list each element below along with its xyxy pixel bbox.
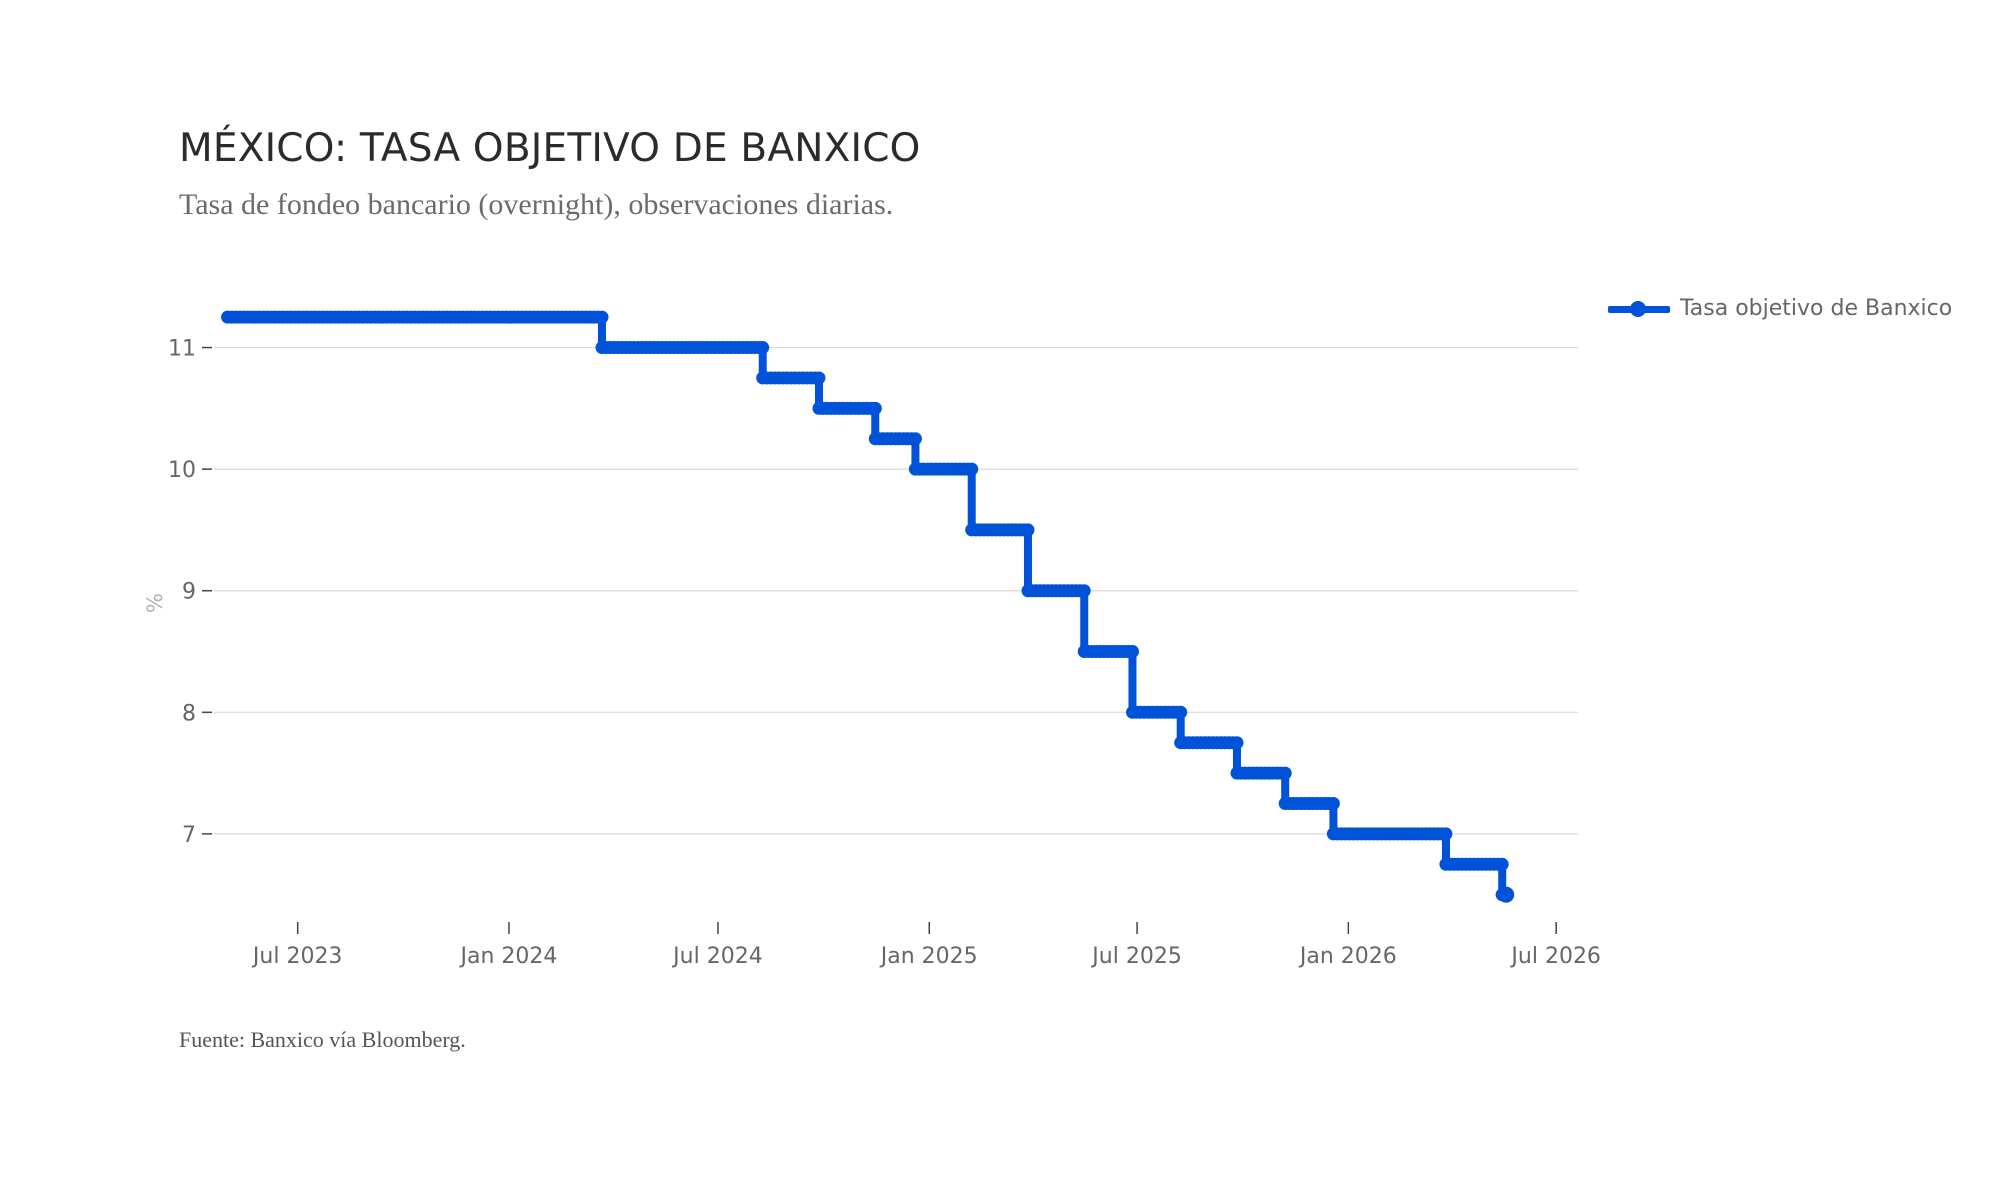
legend-dot bbox=[1630, 300, 1646, 317]
x-tick-label: Jan 2026 bbox=[1298, 944, 1397, 969]
chart-subtitle: Tasa de fondeo bancario (overnight), obs… bbox=[179, 188, 894, 221]
data-point bbox=[908, 432, 922, 446]
chart-title: MÉXICO: TASA OBJETIVO DE BANXICO bbox=[179, 126, 921, 171]
source-note: Fuente: Banxico vía Bloomberg. bbox=[179, 1027, 466, 1052]
x-tick-label: Jan 2025 bbox=[879, 944, 978, 969]
data-point bbox=[868, 401, 882, 415]
data-point-last bbox=[1498, 886, 1515, 903]
x-tick-label: Jul 2023 bbox=[251, 944, 343, 969]
data-point bbox=[1126, 645, 1139, 659]
x-tick-label: Jul 2026 bbox=[1509, 944, 1601, 969]
y-axis-title: % bbox=[143, 593, 167, 613]
data-point bbox=[595, 310, 609, 324]
data-point bbox=[756, 341, 770, 355]
y-tick-label: 11 bbox=[168, 337, 196, 362]
data-point bbox=[1174, 705, 1188, 719]
x-tick-label: Jul 2025 bbox=[1090, 944, 1182, 969]
data-point bbox=[965, 462, 979, 476]
x-tick-label: Jul 2024 bbox=[671, 944, 763, 969]
legend[interactable]: Tasa objetivo de Banxico bbox=[1608, 296, 1952, 321]
y-axis: 7 8 9 10 11 bbox=[168, 337, 212, 848]
legend-swatch bbox=[1608, 297, 1670, 321]
x-axis: Jul 2023 Jan 2024 Jul 2024 Jan 2025 Jul 2025… bbox=[251, 922, 1601, 969]
data-point bbox=[812, 371, 826, 385]
y-tick-label: 7 bbox=[182, 823, 196, 848]
x-tick-label: Jan 2024 bbox=[459, 944, 558, 969]
data-point bbox=[1021, 523, 1035, 537]
data-point bbox=[1077, 584, 1091, 598]
data-point bbox=[1278, 766, 1292, 780]
legend-label: Tasa objetivo de Banxico bbox=[1680, 296, 1953, 321]
series-layer bbox=[221, 310, 1515, 903]
data-point bbox=[1439, 827, 1453, 841]
data-point bbox=[1230, 736, 1244, 750]
data-point bbox=[1326, 796, 1340, 810]
y-tick-label: 9 bbox=[182, 580, 196, 605]
data-point bbox=[1495, 857, 1509, 871]
y-tick-label: 8 bbox=[182, 701, 196, 726]
y-tick-label: 10 bbox=[168, 458, 196, 483]
grid-lines bbox=[214, 346, 1578, 835]
